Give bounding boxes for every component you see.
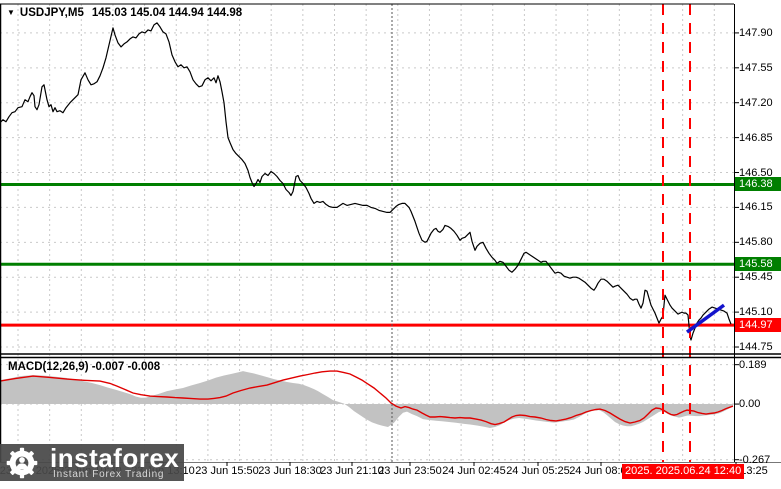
price-tick-label: 147.90 (739, 26, 773, 39)
time-tick-label: 24 Jun 08:05 (569, 465, 633, 477)
gear-icon (5, 446, 39, 485)
time-tick-label: 23 Jun 18:30 (258, 465, 322, 477)
watermark: instaforex Instant Forex Trading (0, 444, 184, 481)
macd-indicator-label: MACD(12,26,9) -0.007 -0.008 (8, 361, 161, 373)
level-badge-144.97: 144.97 (735, 318, 781, 333)
macd-tick-label: 0.189 (739, 358, 767, 371)
price-tick-label: 145.45 (739, 271, 773, 284)
blue-trendline (685, 303, 726, 334)
price-line (0, 22, 732, 341)
price-axis[interactable]: 147.90 147.55 147.20 146.85 146.50 146.15 145.… (735, 0, 781, 466)
time-tick-label: 24 Jun 05:25 (506, 465, 570, 477)
price-tick-label: 147.55 (739, 61, 773, 74)
chart-header: ▼ USDJPY,M5 145.03 145.04 144.94 144.98 (7, 7, 242, 19)
time-tick-label: 23 Jun 23:50 (378, 465, 442, 477)
time-badge: 2025. 2025.06.24 12:40 (622, 464, 745, 479)
watermark-tagline: Instant Forex Trading (53, 469, 165, 480)
macd-tick-label: 0.00 (739, 398, 761, 411)
price-tick-label: 147.20 (739, 96, 773, 109)
price-tick-label: 146.50 (739, 166, 773, 179)
symbol-dropdown-icon[interactable]: ▼ (7, 8, 15, 17)
price-tick-label: 145.10 (739, 306, 773, 319)
level-badge-146.38: 146.38 (735, 177, 781, 192)
macd-signal-line (0, 370, 734, 426)
macd-histogram-area (0, 371, 733, 428)
price-tick-label: 146.85 (739, 131, 773, 144)
symbol-period-label: USDJPY,M5 (19, 7, 84, 19)
watermark-brand: instaforex (50, 443, 180, 473)
ohlc-values: 145.03 145.04 144.94 144.98 (91, 7, 243, 19)
time-tick-label: 23 Jun 21:10 (320, 465, 384, 477)
time-tick-label: 23 Jun 15:50 (195, 465, 259, 477)
level-badge-145.58: 145.58 (735, 257, 781, 272)
time-tick-label: 24 Jun 02:45 (442, 465, 506, 477)
macd-tick-label: -0.267 (739, 453, 771, 466)
price-tick-label: 145.80 (739, 236, 773, 249)
price-tick-label: 144.75 (739, 341, 773, 354)
price-tick-label: 146.15 (739, 201, 773, 214)
